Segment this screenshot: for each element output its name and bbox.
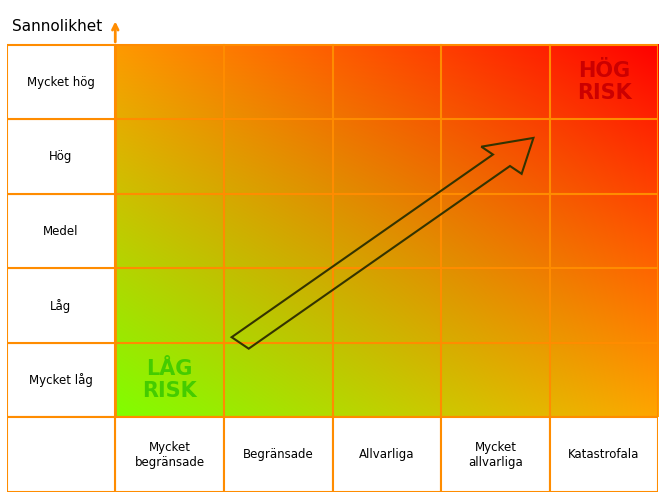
Text: LÅG
RISK: LÅG RISK <box>142 359 197 401</box>
Text: Mycket
begränsade: Mycket begränsade <box>134 441 205 469</box>
Bar <box>332 417 441 492</box>
Bar <box>224 417 332 492</box>
Bar <box>441 417 550 492</box>
Bar <box>7 417 115 492</box>
Text: Mycket låg: Mycket låg <box>29 373 93 387</box>
Text: Medel: Medel <box>43 225 78 238</box>
Text: HÖG
RISK: HÖG RISK <box>577 61 631 103</box>
Text: Katastrofala: Katastrofala <box>569 448 640 461</box>
Bar <box>7 45 115 119</box>
Bar <box>7 343 115 417</box>
Bar <box>550 417 658 492</box>
Text: Mycket hög: Mycket hög <box>27 76 95 88</box>
Bar <box>115 417 224 492</box>
Text: Mycket
allvarliga: Mycket allvarliga <box>468 441 523 469</box>
Text: Låg: Låg <box>51 299 72 313</box>
Text: Allvarliga: Allvarliga <box>359 448 414 461</box>
Text: Sannolikhet: Sannolikhet <box>12 18 102 34</box>
Bar <box>7 194 115 268</box>
Bar <box>7 268 115 343</box>
Text: Hög: Hög <box>49 150 72 163</box>
Bar <box>7 119 115 194</box>
Text: Begränsade: Begränsade <box>243 448 314 461</box>
